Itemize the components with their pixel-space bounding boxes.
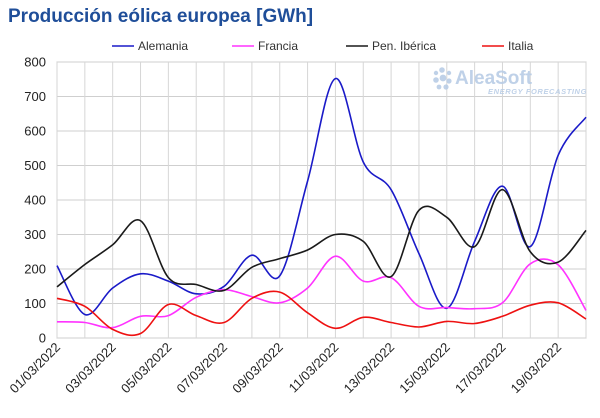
legend-label: Pen. Ibérica bbox=[372, 39, 436, 53]
legend-label: Alemania bbox=[138, 39, 188, 53]
y-axis-tick-labels: 0 100 200 300 400 500 600 700 800 bbox=[24, 55, 46, 346]
x-tick-label: 01/03/2022 bbox=[6, 340, 63, 397]
x-tick-label: 11/03/2022 bbox=[286, 340, 342, 396]
legend: Alemania Francia Pen. Ibérica Italia bbox=[112, 39, 534, 53]
legend-label: Francia bbox=[258, 39, 298, 53]
series-line-italia bbox=[56, 290, 587, 337]
series-lines bbox=[56, 77, 587, 337]
legend-label: Italia bbox=[508, 39, 534, 53]
x-tick-label: 13/03/2022 bbox=[341, 340, 398, 397]
x-axis-tick-labels: 01/03/2022 03/03/2022 05/03/2022 07/03/2022… bbox=[6, 340, 564, 397]
x-tick-label: 03/03/2022 bbox=[62, 340, 119, 397]
y-tick-label: 800 bbox=[24, 55, 46, 70]
grid-lines bbox=[56, 61, 587, 339]
aleasoft-logo-icon bbox=[433, 67, 452, 90]
y-tick-label: 500 bbox=[24, 158, 46, 173]
y-tick-label: 300 bbox=[24, 227, 46, 242]
x-tick-label: 09/03/2022 bbox=[229, 340, 286, 397]
y-tick-label: 700 bbox=[24, 89, 46, 104]
chart-title: Producción eólica europea [GWh] bbox=[8, 6, 314, 27]
watermark-tagline: ENERGY FORECASTING bbox=[488, 87, 587, 96]
y-tick-label: 200 bbox=[24, 262, 46, 277]
aleasoft-watermark: AleaSoft ENERGY FORECASTING bbox=[433, 67, 587, 96]
y-tick-label: 400 bbox=[24, 193, 46, 208]
x-tick-label: 15/03/2022 bbox=[396, 340, 453, 397]
series-line-francia bbox=[56, 255, 587, 329]
y-tick-label: 100 bbox=[24, 296, 46, 311]
series-line-alemania bbox=[56, 77, 587, 316]
watermark-brand: AleaSoft bbox=[455, 68, 533, 89]
series-line-pen-ib-rica bbox=[56, 188, 587, 292]
y-tick-label: 0 bbox=[39, 331, 46, 346]
x-tick-label: 05/03/2022 bbox=[118, 340, 175, 397]
x-tick-label: 07/03/2022 bbox=[174, 340, 231, 397]
x-tick-label: 17/03/2022 bbox=[452, 340, 509, 397]
x-tick-label: 19/03/2022 bbox=[508, 340, 565, 397]
y-tick-label: 600 bbox=[24, 124, 46, 139]
